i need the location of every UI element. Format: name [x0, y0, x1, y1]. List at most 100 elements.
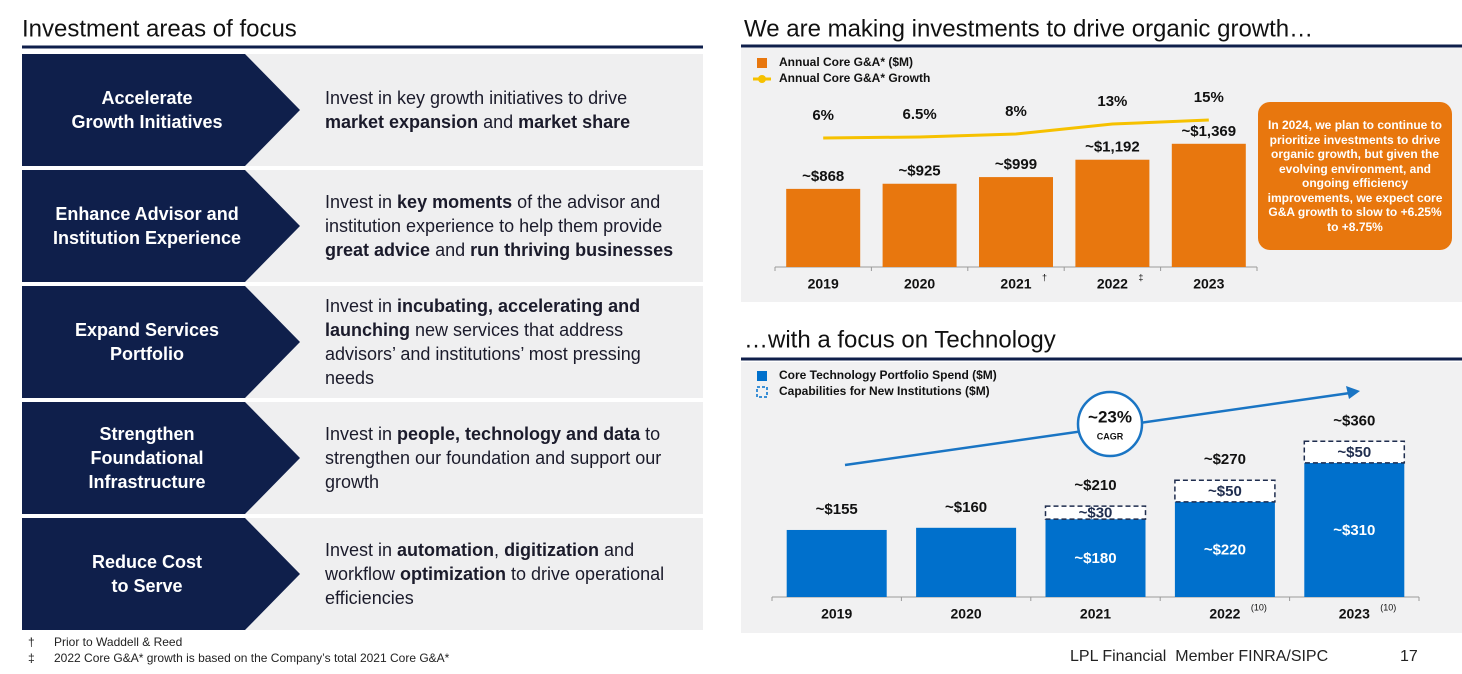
bar [1075, 159, 1150, 267]
area-description: Invest in people, technology and data to… [325, 402, 685, 514]
legend-label: Core Technology Portfolio Spend ($M) [779, 368, 997, 382]
text-run: new services that address advisors’ and … [325, 320, 646, 388]
bar-label: ~$1,369 [1181, 123, 1236, 140]
area-heading: Strengthen Foundational Infrastructure [22, 402, 272, 514]
heading-line: Strengthen [99, 424, 195, 444]
heading-line: Portfolio [110, 344, 184, 364]
heading-line: Accelerate [101, 88, 193, 108]
x-tick-label: 2020 [904, 276, 935, 292]
bar [979, 177, 1053, 267]
text-run: Invest in key growth initiatives to driv… [325, 88, 633, 108]
category-mark: ‡ [1138, 272, 1143, 282]
segment-label: ~$220 [1204, 541, 1246, 558]
segment-label: ~$310 [1333, 522, 1375, 539]
area-heading: Enhance Advisor and Institution Experienc… [22, 170, 272, 282]
total-label: ~$210 [1074, 477, 1116, 494]
growth-label: 8% [1005, 103, 1027, 120]
bar-label: ~$999 [995, 156, 1037, 173]
arrow-head [1346, 386, 1360, 399]
cagr-badge [1076, 390, 1144, 458]
text-run: people, technology and data [397, 424, 641, 444]
description-text: Invest in automation, digitization and w… [325, 538, 685, 610]
dashed-segment [1044, 505, 1147, 520]
description-text: Invest in people, technology and data to… [325, 422, 685, 494]
area-heading: Expand Services Portfolio [22, 286, 272, 398]
heading-line: Institution Experience [52, 228, 242, 248]
x-tick-label: 2023 [1339, 606, 1370, 622]
text-run: , [494, 540, 505, 560]
heading-line: Foundational [90, 448, 204, 468]
legend-label: Annual Core G&A* ($M) [779, 55, 913, 69]
cagr-text: CAGR [1097, 431, 1124, 441]
x-tick-label: 2020 [951, 606, 982, 622]
heading-line: Reduce Cost [91, 552, 203, 572]
x-tick-label: 2023 [1193, 276, 1224, 292]
footnote-symbol: † [28, 635, 35, 649]
total-label: ~$270 [1204, 451, 1246, 468]
footnote-text: 2022 Core G&A* growth is based on the Co… [54, 651, 450, 665]
description-text: Invest in incubating, accelerating and l… [325, 294, 685, 390]
x-tick-label: 2021 [1000, 276, 1031, 292]
chart-title: …with a focus on Technology [744, 326, 1056, 353]
text-run: and [478, 112, 519, 132]
text-run: Invest in [325, 540, 398, 560]
total-label: ~$160 [945, 499, 987, 516]
area-heading: Reduce Cost to Serve [22, 518, 272, 630]
bar-segment [1045, 519, 1146, 597]
x-tick-label: 2019 [821, 606, 852, 622]
legend-swatch [757, 58, 767, 68]
area-heading: Accelerate Growth Initiatives [22, 54, 272, 166]
growth-line [823, 118, 1209, 140]
legend-dot [758, 75, 766, 83]
segment-label: ~$30 [1079, 505, 1113, 522]
bar-label: ~$868 [802, 168, 844, 185]
chevron [22, 286, 300, 398]
chevron [22, 402, 300, 514]
bar-label: ~$925 [899, 163, 941, 180]
bar-segment [786, 529, 887, 597]
footer-company: LPL Financial Member FINRA/SIPC [1070, 648, 1329, 665]
description-text: Invest in key growth initiatives to driv… [325, 86, 685, 134]
legend-label: Annual Core G&A* Growth [779, 71, 930, 85]
legend-swatch [757, 371, 767, 381]
cagr-value: ~23% [1088, 407, 1132, 426]
growth-label: 6.5% [902, 106, 936, 123]
text-run: key moments [397, 192, 513, 212]
text-run: optimization [400, 564, 507, 584]
callout: In 2024, we plan to continue to prioriti… [1258, 102, 1452, 250]
text-run: to drive operational efficiencies [325, 564, 670, 608]
page-number: 17 [1400, 648, 1418, 665]
growth-label: 13% [1097, 93, 1127, 110]
area-description: Invest in key growth initiatives to driv… [325, 54, 685, 166]
text-run: Invest in [325, 192, 398, 212]
total-label: ~$155 [816, 501, 858, 518]
bar-label: ~$1,192 [1085, 139, 1140, 156]
bar-segment [916, 527, 1017, 597]
segment-label: ~$180 [1074, 550, 1116, 567]
text-run: digitization [504, 540, 600, 560]
text-run: incubating, accelerating and launching [325, 296, 646, 340]
text-run: great advice [325, 240, 431, 260]
x-tick-label: 2022 [1209, 606, 1240, 622]
segment-label: ~$50 [1337, 444, 1371, 461]
legend-label: Capabilities for New Institutions ($M) [779, 384, 990, 398]
text-run: Invest in [325, 296, 398, 316]
text-run: and workflow [325, 540, 640, 584]
text-run: market share [518, 112, 631, 132]
bar [882, 183, 957, 267]
area-description: Invest in automation, digitization and w… [325, 518, 685, 630]
area-description: Invest in key moments of the advisor and… [325, 170, 685, 282]
segment-label: ~$50 [1208, 483, 1242, 500]
dashed-segment [1303, 440, 1406, 464]
text-run: run thriving businesses [470, 240, 674, 260]
text-run: and [430, 240, 471, 260]
chart-title: We are making investments to drive organ… [744, 15, 1313, 42]
bar-segment [1304, 462, 1405, 597]
area-description: Invest in incubating, accelerating and l… [325, 286, 685, 398]
text-run: automation [397, 540, 495, 560]
x-tick-label: 2019 [808, 276, 839, 292]
x-tick-label: 2022 [1097, 276, 1128, 292]
category-mark: † [1042, 272, 1047, 282]
bar [1171, 143, 1246, 267]
